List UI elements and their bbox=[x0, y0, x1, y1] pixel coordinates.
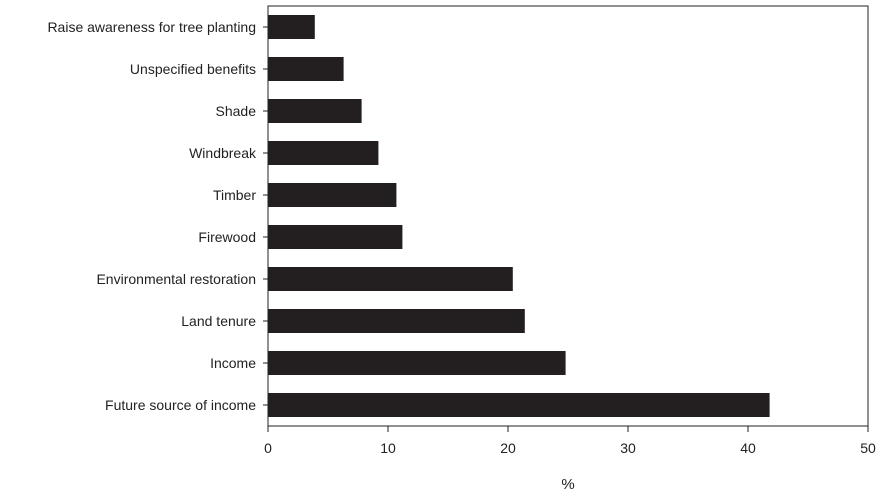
category-labels: Raise awareness for tree planting Unspeci… bbox=[47, 19, 268, 413]
x-tick-label-4: 40 bbox=[740, 440, 756, 456]
x-tick-label-1: 10 bbox=[380, 440, 396, 456]
plot-frame bbox=[267, 5, 869, 427]
category-label-5: Firewood bbox=[198, 229, 256, 245]
bar-0 bbox=[268, 15, 315, 39]
category-label-6: Environmental restoration bbox=[96, 271, 256, 287]
category-label-8: Income bbox=[210, 355, 256, 371]
bar-6 bbox=[268, 267, 513, 291]
category-label-4: Timber bbox=[213, 187, 256, 203]
bar-2 bbox=[268, 99, 362, 123]
x-tick-label-3: 30 bbox=[620, 440, 636, 456]
category-label-0: Raise awareness for tree planting bbox=[47, 19, 256, 35]
category-label-7: Land tenure bbox=[181, 313, 256, 329]
bars-group bbox=[268, 15, 770, 417]
category-label-3: Windbreak bbox=[189, 145, 257, 161]
bar-4 bbox=[268, 183, 397, 207]
category-label-1: Unspecified benefits bbox=[130, 61, 256, 77]
category-label-2: Shade bbox=[216, 103, 257, 119]
bar-3 bbox=[268, 141, 379, 165]
x-tick-label-5: 50 bbox=[860, 440, 876, 456]
x-tick-label-2: 20 bbox=[500, 440, 516, 456]
category-label-9: Future source of income bbox=[105, 397, 256, 413]
x-axis-label: % bbox=[561, 476, 574, 493]
bar-8 bbox=[268, 351, 566, 375]
bar-5 bbox=[268, 225, 403, 249]
x-axis-ticks: 0 10 20 30 40 50 bbox=[264, 426, 876, 456]
bar-9 bbox=[268, 393, 770, 417]
x-tick-label-0: 0 bbox=[264, 440, 272, 456]
bar-1 bbox=[268, 57, 344, 81]
bar-7 bbox=[268, 309, 525, 333]
